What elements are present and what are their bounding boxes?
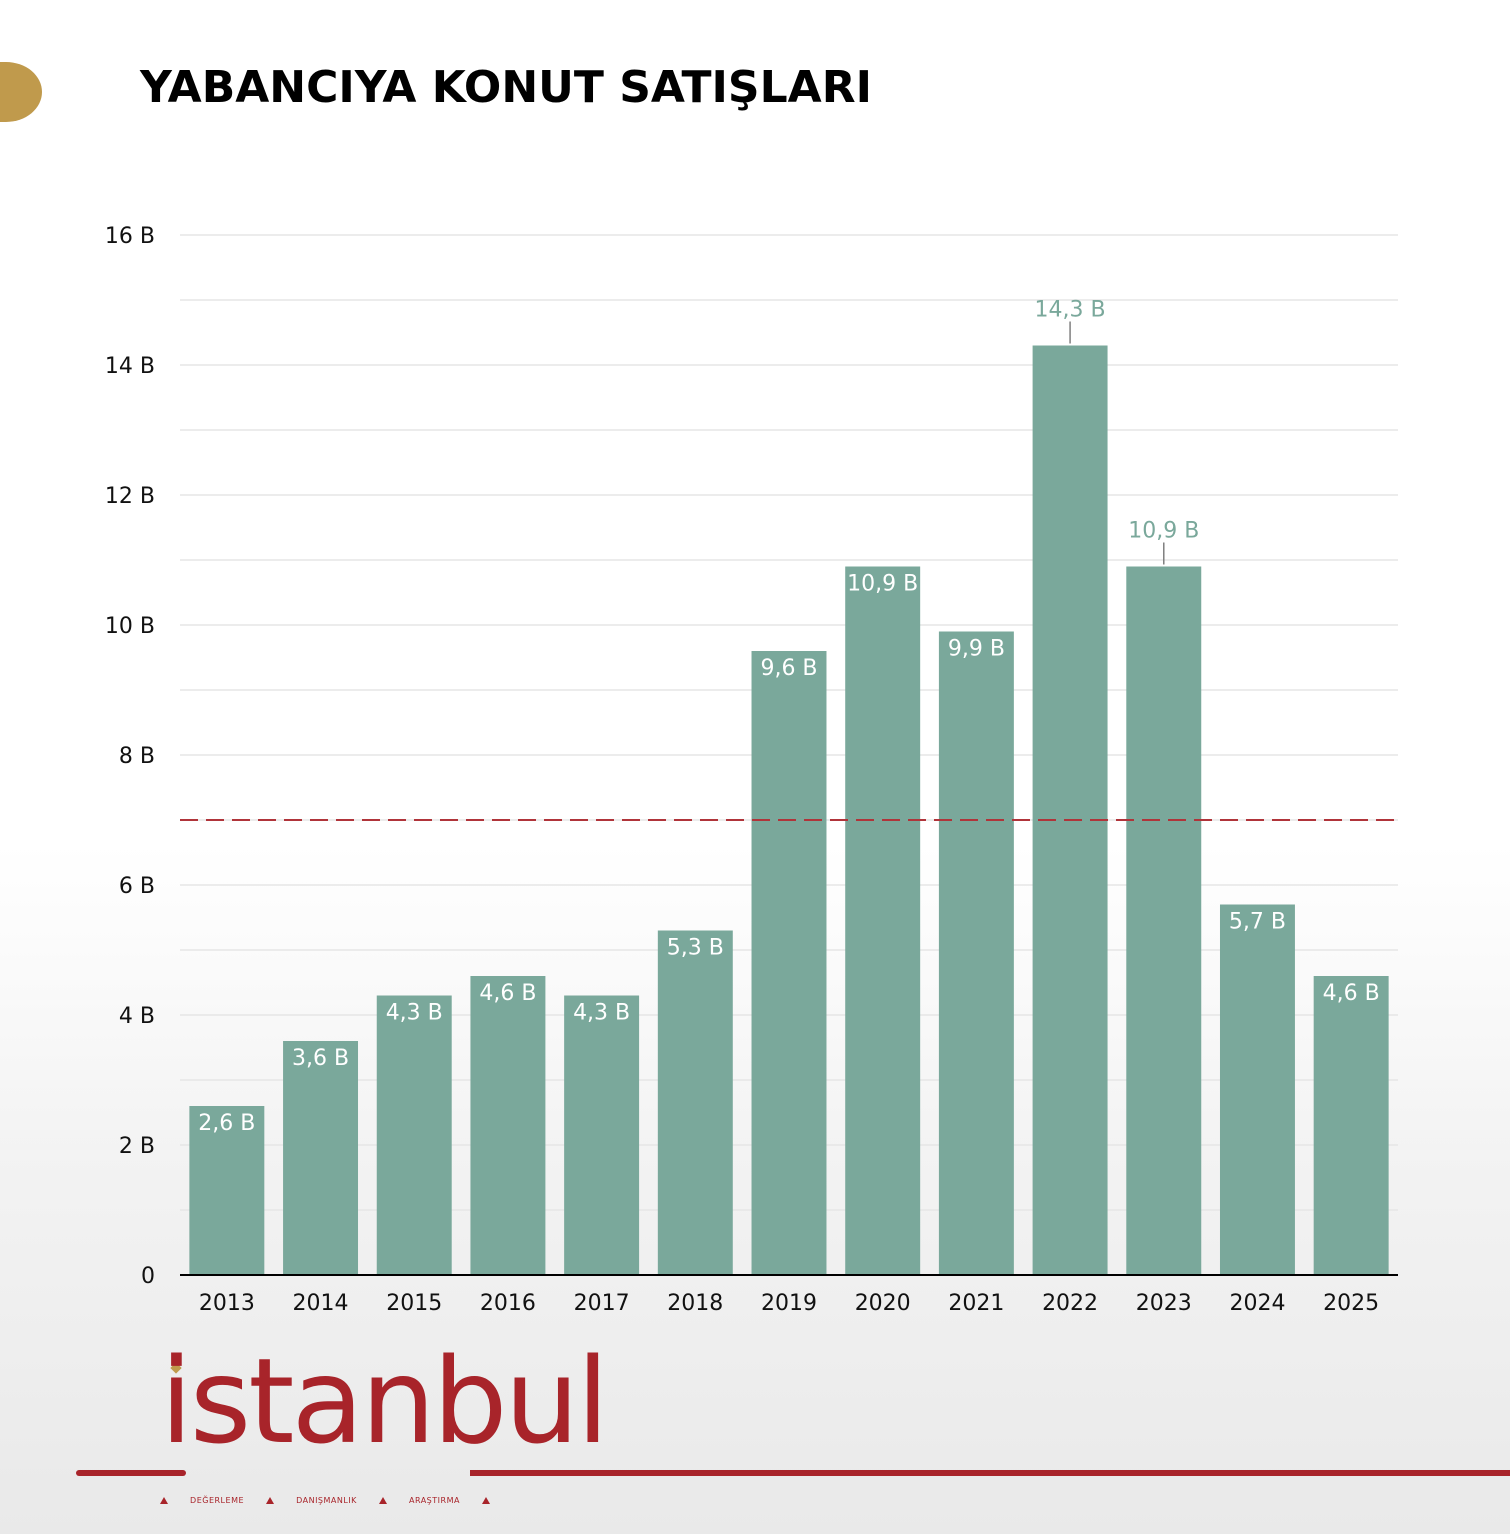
tagline-item: DANIŞMANLIK xyxy=(296,1496,357,1505)
x-tick-label: 2021 xyxy=(948,1291,1004,1316)
data-label: 5,7 B xyxy=(1229,910,1286,935)
bar xyxy=(1219,904,1295,1275)
bar xyxy=(657,930,733,1275)
bar xyxy=(751,651,827,1275)
brand-logo: istanbul xyxy=(160,1332,609,1470)
triangle-icon xyxy=(378,1497,387,1504)
x-tick-label: 2024 xyxy=(1229,1291,1285,1316)
y-tick-label: 4 B xyxy=(119,1004,155,1029)
bar xyxy=(189,1106,265,1275)
y-tick-label: 0 xyxy=(141,1264,155,1289)
data-label: 4,3 B xyxy=(573,1001,630,1026)
x-tick-label: 2022 xyxy=(1042,1291,1098,1316)
x-tick-label: 2014 xyxy=(293,1291,349,1316)
data-label: 4,6 B xyxy=(479,981,536,1006)
y-tick-label: 2 B xyxy=(119,1134,155,1159)
x-tick-label: 2019 xyxy=(761,1291,817,1316)
bar xyxy=(1032,345,1108,1275)
bar xyxy=(1126,566,1202,1275)
y-tick-label: 16 B xyxy=(105,224,155,249)
data-label: 4,3 B xyxy=(386,1001,443,1026)
data-label: 10,9 B xyxy=(1128,519,1199,544)
x-tick-label: 2020 xyxy=(855,1291,911,1316)
x-tick-label: 2017 xyxy=(574,1291,630,1316)
bar xyxy=(938,631,1014,1275)
y-tick-label: 12 B xyxy=(105,484,155,509)
x-tick-label: 2015 xyxy=(386,1291,442,1316)
y-tick-label: 10 B xyxy=(105,614,155,639)
triangle-icon xyxy=(481,1497,490,1504)
data-label: 3,6 B xyxy=(292,1046,349,1071)
x-tick-label: 2025 xyxy=(1323,1291,1379,1316)
data-label: 5,3 B xyxy=(667,936,724,961)
bar xyxy=(376,995,452,1275)
brand-tagline: DEĞERLEME DANIŞMANLIK ARAŞTIRMA xyxy=(160,1496,490,1505)
x-tick-label: 2016 xyxy=(480,1291,536,1316)
tagline-item: ARAŞTIRMA xyxy=(409,1496,460,1505)
bar xyxy=(564,995,640,1275)
triangle-icon xyxy=(160,1497,168,1504)
triangle-icon xyxy=(266,1497,275,1504)
data-label: 2,6 B xyxy=(198,1111,255,1136)
data-label: 10,9 B xyxy=(847,572,918,597)
x-tick-label: 2013 xyxy=(199,1291,255,1316)
logo-underline-right xyxy=(470,1470,1510,1476)
bar xyxy=(283,1041,359,1275)
data-label: 14,3 B xyxy=(1035,298,1106,323)
y-tick-label: 6 B xyxy=(119,874,155,899)
chart-title: YABANCIYA KONUT SATIŞLARI xyxy=(140,62,872,113)
data-label: 9,6 B xyxy=(760,656,817,681)
x-tick-label: 2018 xyxy=(667,1291,723,1316)
bar xyxy=(845,566,921,1275)
data-label: 9,9 B xyxy=(948,637,1005,662)
x-tick-label: 2023 xyxy=(1136,1291,1192,1316)
bar xyxy=(470,976,546,1275)
logo-underline-left xyxy=(76,1470,186,1476)
data-label: 4,6 B xyxy=(1323,981,1380,1006)
y-tick-label: 14 B xyxy=(105,354,155,379)
bar xyxy=(1313,976,1389,1275)
bar-chart: 0 2 B 4 B 6 B 8 B 10 B 12 B 14 B 16 B 2,6 B 2013 3,… xyxy=(105,224,1398,1316)
tagline-item: DEĞERLEME xyxy=(190,1496,245,1505)
y-tick-label: 8 B xyxy=(119,744,155,769)
